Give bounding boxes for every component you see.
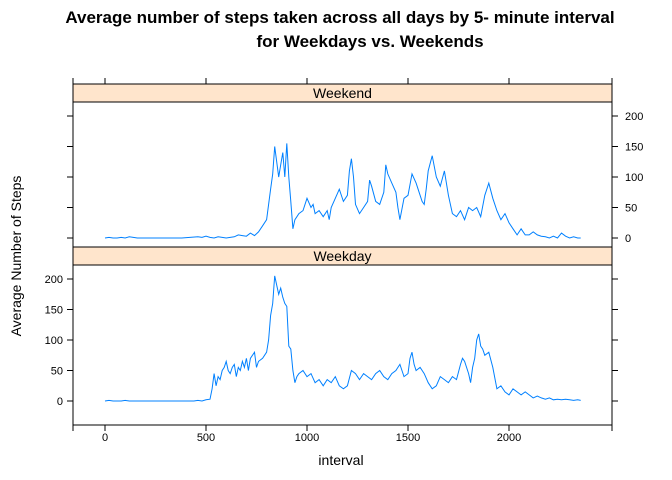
y-tick-label-left: 150: [45, 305, 63, 317]
strip-weekday: [72, 246, 613, 266]
y-tick-label-left: 100: [45, 335, 63, 347]
panel-weekend: Weekend 0 50 100 150 200: [67, 83, 643, 248]
x-tick-label: 2000: [497, 432, 521, 444]
strip-label: Weekend: [313, 85, 372, 101]
y-tick-label-left: 50: [51, 366, 63, 378]
chart-title-line2: for Weekdays vs. Weekends: [256, 32, 483, 51]
x-tick-label: 500: [197, 432, 215, 444]
x-tick-label: 0: [102, 432, 108, 444]
y-tick-label-right: 0: [625, 233, 631, 245]
y-tick-label-left: 200: [45, 274, 63, 286]
strip-weekend: [72, 83, 613, 103]
x-tick-label: 1500: [396, 432, 420, 444]
chart-title-line1: Average number of steps taken across all…: [65, 8, 614, 27]
series-line-weekday: [104, 275, 581, 402]
axes: 0 500 1000 1500 2000: [72, 78, 613, 444]
panels: Weekend 0 50 100 150 200 Weekday 0 50 100 150 200: [45, 83, 643, 426]
y-tick-label-left: 0: [57, 396, 63, 408]
y-axis-title: Average Number of Steps: [8, 176, 24, 337]
y-tick-label-right: 200: [625, 111, 643, 123]
series-line-weekend: [104, 143, 581, 239]
panel-frame: [72, 101, 613, 248]
x-axis-title: interval: [318, 452, 363, 468]
y-tick-label-right: 50: [625, 203, 637, 215]
strip-label: Weekday: [313, 248, 371, 264]
x-tick-label: 1000: [295, 432, 319, 444]
panel-weekday: Weekday 0 50 100 150 200: [45, 246, 618, 426]
y-tick-label-right: 100: [625, 172, 643, 184]
y-tick-label-right: 150: [625, 142, 643, 154]
